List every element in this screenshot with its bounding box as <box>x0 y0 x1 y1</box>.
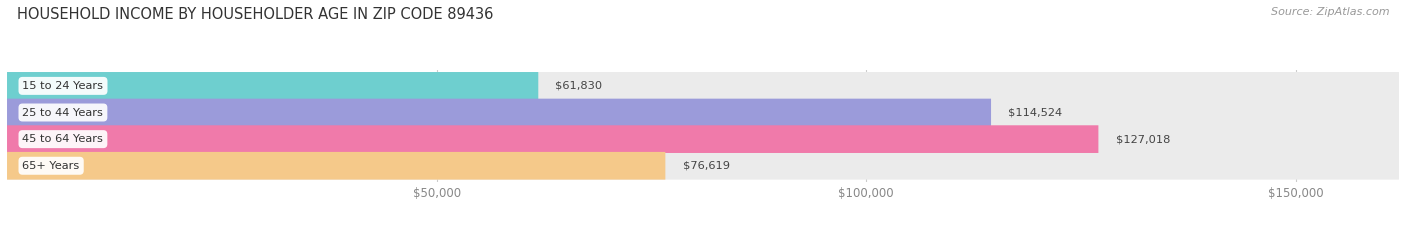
FancyBboxPatch shape <box>7 125 1098 153</box>
Text: 65+ Years: 65+ Years <box>22 161 80 171</box>
FancyBboxPatch shape <box>7 125 1399 153</box>
Text: 25 to 44 Years: 25 to 44 Years <box>22 107 104 117</box>
FancyBboxPatch shape <box>7 72 1399 100</box>
FancyBboxPatch shape <box>7 152 1399 180</box>
Text: $114,524: $114,524 <box>1008 107 1063 117</box>
Text: Source: ZipAtlas.com: Source: ZipAtlas.com <box>1271 7 1389 17</box>
Text: 45 to 64 Years: 45 to 64 Years <box>22 134 104 144</box>
FancyBboxPatch shape <box>7 152 665 180</box>
FancyBboxPatch shape <box>7 99 991 126</box>
Text: 15 to 24 Years: 15 to 24 Years <box>22 81 104 91</box>
FancyBboxPatch shape <box>7 72 538 100</box>
Text: HOUSEHOLD INCOME BY HOUSEHOLDER AGE IN ZIP CODE 89436: HOUSEHOLD INCOME BY HOUSEHOLDER AGE IN Z… <box>17 7 494 22</box>
Text: $61,830: $61,830 <box>555 81 603 91</box>
Text: $127,018: $127,018 <box>1115 134 1170 144</box>
Text: $76,619: $76,619 <box>682 161 730 171</box>
FancyBboxPatch shape <box>7 99 1399 126</box>
